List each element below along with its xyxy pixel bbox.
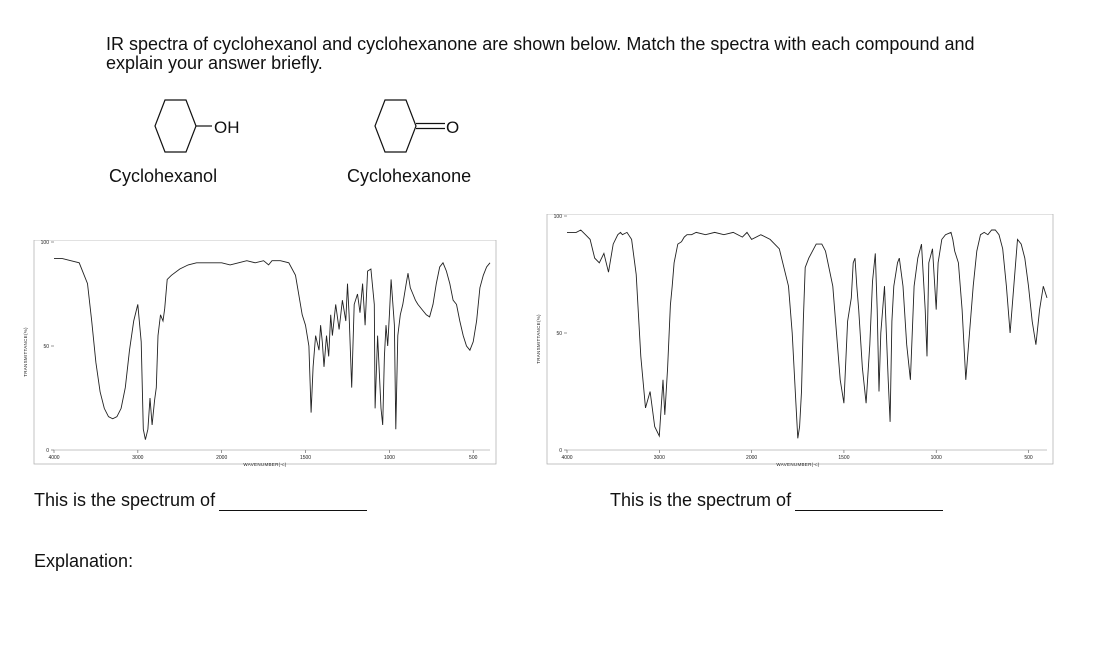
x-tick-label: 4000: [561, 455, 572, 461]
y-tick-label: 0: [46, 448, 49, 454]
cyclohexanone-structure: O: [374, 99, 459, 153]
x-tick-label: 500: [1024, 455, 1033, 461]
spectrum-left-y-axis-label: TRANSMITTANCE(%): [23, 327, 28, 377]
x-tick-label: 2000: [216, 455, 227, 461]
x-tick-label: 1500: [300, 455, 311, 461]
x-tick-label: 2000: [746, 455, 757, 461]
x-tick-label: 1000: [384, 455, 395, 461]
left-answer-prompt: This is the spectrum of: [34, 490, 216, 510]
y-tick-label: 100: [554, 214, 563, 220]
question-line-1: IR spectra of cyclohexanol and cyclohexa…: [106, 34, 975, 54]
right-answer-line: This is the spectrum of: [610, 490, 944, 511]
spectrum-left-x-axis-label: WAVENUMBER(-c): [243, 462, 286, 467]
right-answer-blank[interactable]: [795, 493, 944, 511]
left-answer-blank[interactable]: [219, 493, 368, 511]
question-line-2: explain your answer briefly.: [106, 53, 323, 73]
spectrum-left-trace: [54, 258, 491, 440]
spectrum-right-plot-frame: [546, 214, 1054, 465]
y-tick-label: 100: [41, 240, 50, 246]
hydroxyl-group-label: OH: [214, 118, 240, 137]
ir-spectrum-right: TRANSMITTANCE(%) WAVENUMBER(-c) 4000 3000…: [536, 214, 1054, 467]
cyclohexanol-label: Cyclohexanol: [109, 166, 218, 186]
cyclohexanol-structure: OH: [154, 99, 240, 153]
y-tick-label: 0: [559, 448, 562, 454]
spectrum-right-x-axis-label: WAVENUMBER(-c): [776, 462, 819, 467]
spectrum-left-plot-frame: [33, 240, 497, 465]
y-tick-label: 50: [556, 331, 562, 337]
spectrum-right-y-axis-label: TRANSMITTANCE(%): [536, 314, 541, 364]
explanation-label: Explanation:: [34, 551, 134, 571]
left-answer-line: This is the spectrum of: [34, 490, 368, 511]
y-tick-label: 50: [43, 344, 49, 350]
carbonyl-oxygen-label: O: [446, 118, 459, 137]
x-tick-label: 1000: [931, 455, 942, 461]
x-tick-label: 3000: [654, 455, 665, 461]
ir-spectrum-left: TRANSMITTANCE(%) WAVENUMBER(-c) 4000 3000…: [23, 240, 497, 467]
right-answer-prompt: This is the spectrum of: [610, 490, 792, 510]
x-tick-label: 500: [469, 455, 478, 461]
spectrum-right-trace: [567, 229, 1048, 439]
question-text: IR spectra of cyclohexanol and cyclohexa…: [106, 35, 1096, 73]
x-tick-label: 1500: [838, 455, 849, 461]
cyclohexanone-label: Cyclohexanone: [347, 166, 472, 186]
x-tick-label: 4000: [48, 455, 59, 461]
x-tick-label: 3000: [132, 455, 143, 461]
